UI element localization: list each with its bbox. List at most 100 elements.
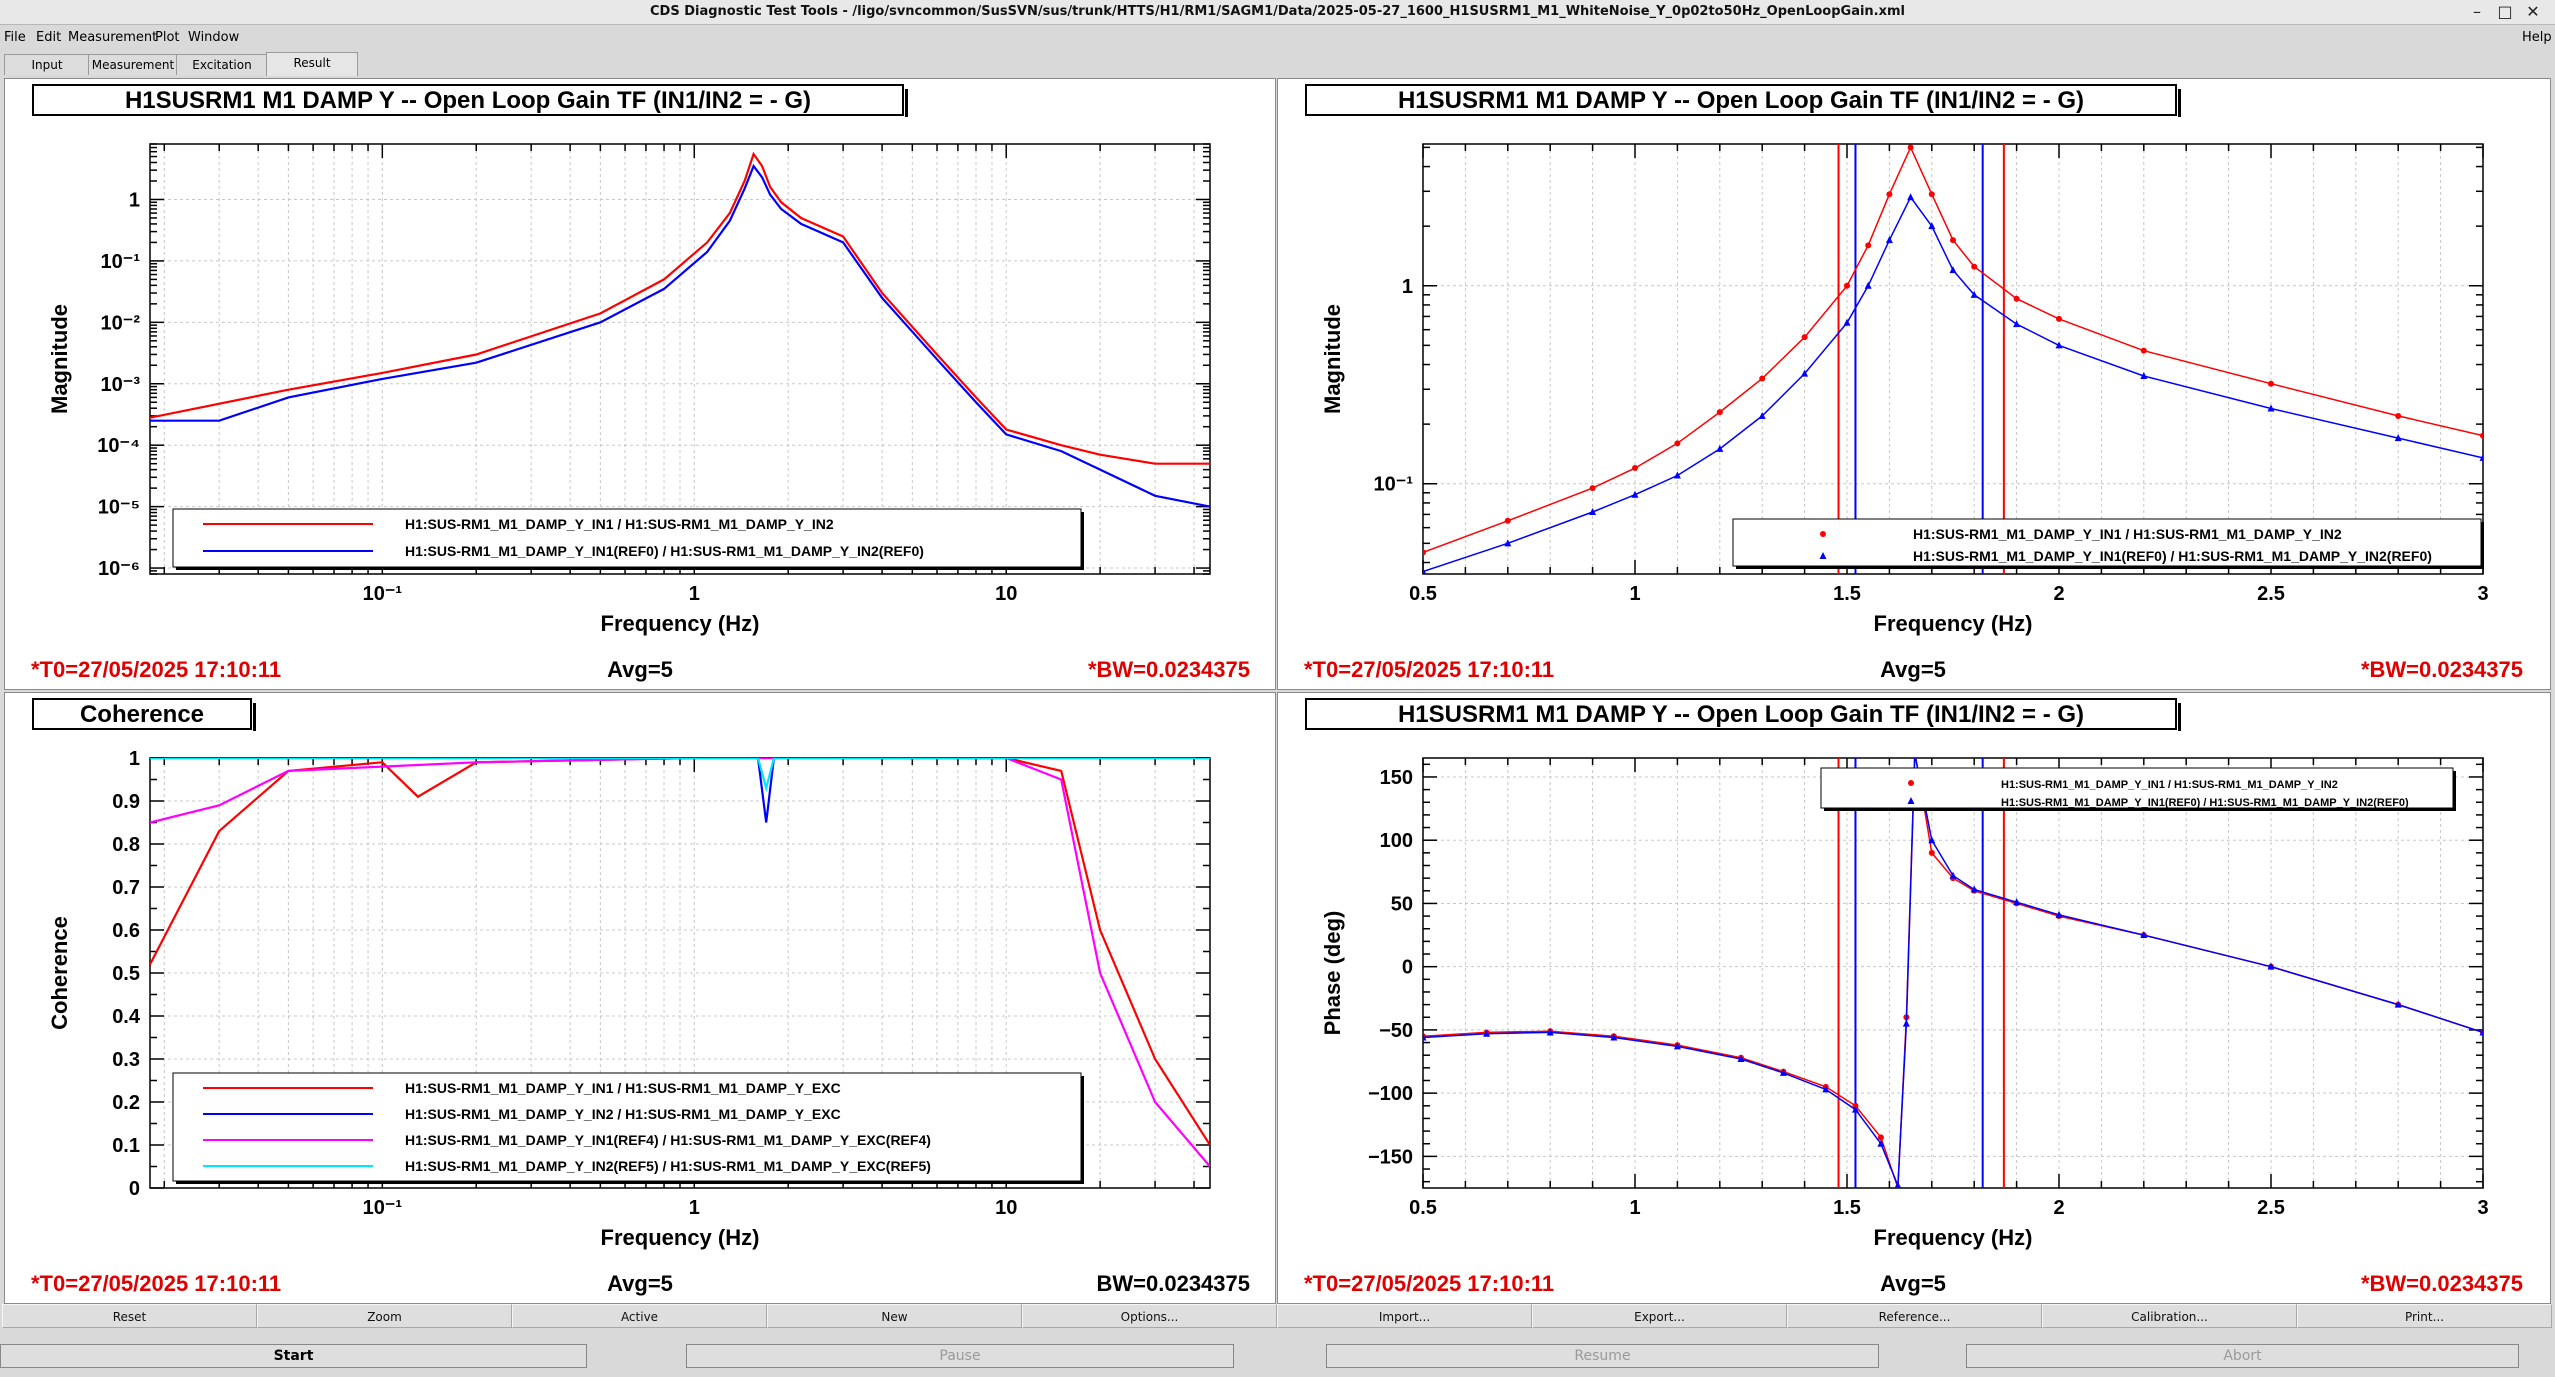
y-axis-label: Phase (deg)	[1320, 911, 1345, 1036]
panel-coherence[interactable]: Coherence 10⁻¹ 1 10 1 0.9 0.8 0.7 0.6 0.5 0.4 0.3 0.…	[4, 692, 1276, 1304]
data-point	[1737, 1055, 1745, 1062]
data-point	[1779, 1068, 1787, 1076]
data-point	[2268, 380, 2274, 387]
plot-frame	[1422, 757, 2484, 1189]
legend-entry: H1:SUS-RM1_M1_DAMP_Y_IN2 / H1:SUS-RM1_M1…	[405, 1106, 841, 1122]
data-point	[1673, 1042, 1681, 1050]
data-point	[2267, 404, 2275, 412]
export-button[interactable]: Export...	[1532, 1304, 1787, 1328]
y-tick-label: 0.6	[112, 920, 140, 942]
data-layer	[150, 151, 1210, 508]
pause-button[interactable]: Pause	[686, 1344, 1234, 1368]
data-point	[2056, 315, 2062, 322]
legend-entry: H1:SUS-RM1_M1_DAMP_Y_IN1 / H1:SUS-RM1_M1…	[405, 516, 834, 532]
menu-window[interactable]: Window	[188, 30, 240, 45]
zoom-button[interactable]: Zoom	[257, 1304, 512, 1328]
data-point	[1844, 282, 1850, 289]
data-point	[1865, 242, 1872, 249]
legend: H1:SUS-RM1_M1_DAMP_Y_IN1 / H1:SUS-RM1_M1…	[1732, 518, 2484, 569]
data-point	[2013, 320, 2021, 328]
maximize-icon[interactable]: □	[2497, 2, 2513, 21]
data-point	[1673, 471, 1681, 479]
new-button[interactable]: New	[767, 1304, 1022, 1328]
data-point	[2480, 432, 2483, 439]
panel-phase[interactable]: H1SUSRM1 M1 DAMP Y -- Open Loop Gain TF …	[1277, 692, 2551, 1304]
resume-button[interactable]: Resume	[1326, 1344, 1879, 1368]
x-tick-label: 1.5	[1833, 583, 1861, 605]
x-tick-label: 1	[689, 583, 700, 605]
tab-result[interactable]: Result	[266, 52, 358, 76]
reset-button[interactable]: Reset	[2, 1304, 257, 1328]
axes	[1422, 143, 2484, 575]
tab-excitation[interactable]: Excitation	[176, 54, 268, 75]
legend: H1:SUS-RM1_M1_DAMP_Y_IN1 / H1:SUS-RM1_M1…	[172, 508, 1084, 570]
y-tick-label: 10⁻⁴	[97, 435, 140, 457]
y-tick-label: 0.3	[112, 1049, 140, 1071]
y-tick-label: 0	[1402, 957, 1413, 979]
data-point	[1589, 507, 1597, 515]
panel-title: H1SUSRM1 M1 DAMP Y -- Open Loop Gain TF …	[1305, 698, 2181, 731]
menu-edit[interactable]: Edit	[36, 30, 62, 45]
menu-measurement[interactable]: Measurement	[68, 30, 158, 45]
import-button[interactable]: Import...	[1277, 1304, 1532, 1328]
close-icon[interactable]: ✕	[2526, 2, 2540, 21]
x-tick-label: 2	[2053, 583, 2064, 605]
average-label: Avg=5	[607, 1271, 673, 1296]
tab-measurement[interactable]: Measurement	[88, 54, 178, 75]
tab-input[interactable]: Input	[4, 54, 90, 75]
data-point	[2140, 931, 2148, 939]
data-point	[1589, 485, 1596, 492]
data-point	[2479, 453, 2483, 461]
panel-magnitude-log[interactable]: H1SUSRM1 M1 DAMP Y -- Open Loop Gain TF …	[4, 78, 1276, 690]
grid	[1422, 758, 2484, 1188]
calibration-button[interactable]: Calibration...	[2042, 1304, 2297, 1328]
data-point	[2395, 412, 2402, 419]
y-tick-label: −150	[1368, 1146, 1413, 1168]
active-button[interactable]: Active	[512, 1304, 767, 1328]
title-box	[1305, 698, 2177, 730]
legend-entry: H1:SUS-RM1_M1_DAMP_Y_IN1 / H1:SUS-RM1_M1…	[1913, 526, 2342, 542]
options-button[interactable]: Options...	[1022, 1304, 1277, 1328]
minimize-icon[interactable]: –	[2473, 2, 2481, 21]
panel-magnitude-zoom[interactable]: H1SUSRM1 M1 DAMP Y -- Open Loop Gain TF …	[1277, 78, 2551, 690]
axes	[1422, 757, 2484, 1189]
y-axis-label: Coherence	[47, 916, 72, 1030]
data-layer	[1423, 144, 2483, 574]
legend-swatch	[1908, 780, 1914, 786]
reference-button[interactable]: Reference...	[1787, 1304, 2042, 1328]
title-box	[32, 698, 252, 730]
x-tick-label: 3	[2477, 583, 2488, 605]
y-tick-label: −50	[1379, 1020, 1413, 1042]
menu-help[interactable]: Help	[2522, 30, 2552, 45]
data-point	[1885, 236, 1893, 244]
y-tick-label: 0.8	[112, 834, 140, 856]
data-point	[1843, 318, 1851, 326]
start-button[interactable]: Start	[0, 1344, 587, 1368]
timestamp-label: *T0=27/05/2025 17:10:11	[1304, 1271, 1554, 1296]
menu-file[interactable]: File	[4, 30, 26, 45]
y-tick-label: 0.9	[112, 791, 140, 813]
legend-entry: H1:SUS-RM1_M1_DAMP_Y_IN1 / H1:SUS-RM1_M1…	[405, 1080, 841, 1096]
y-tick-label: 10⁻³	[101, 374, 141, 396]
panel-title: H1SUSRM1 M1 DAMP Y -- Open Loop Gain TF …	[32, 84, 908, 117]
data-point	[1483, 1029, 1491, 1037]
data-layer	[150, 758, 1210, 1168]
data-point	[2394, 434, 2402, 442]
legend-box	[172, 1072, 1082, 1182]
abort-button[interactable]: Abort	[1966, 1344, 2519, 1368]
bandwidth-label: *BW=0.0234375	[2361, 1271, 2523, 1296]
average-label: Avg=5	[1880, 1271, 1946, 1296]
data-point	[2055, 341, 2063, 349]
menu-plot[interactable]: Plot	[155, 30, 180, 45]
series-line-1	[1423, 758, 2483, 1186]
data-point	[1423, 1033, 1427, 1041]
data-point	[1886, 191, 1893, 198]
data-point	[2140, 347, 2147, 354]
data-point	[1928, 836, 1936, 844]
x-tick-label: 10	[995, 583, 1017, 605]
x-tick-label: 0.5	[1409, 1197, 1437, 1219]
print-button[interactable]: Print...	[2297, 1304, 2552, 1328]
data-point	[1758, 411, 1766, 419]
legend-box	[1820, 767, 2454, 809]
data-point	[1674, 440, 1681, 447]
